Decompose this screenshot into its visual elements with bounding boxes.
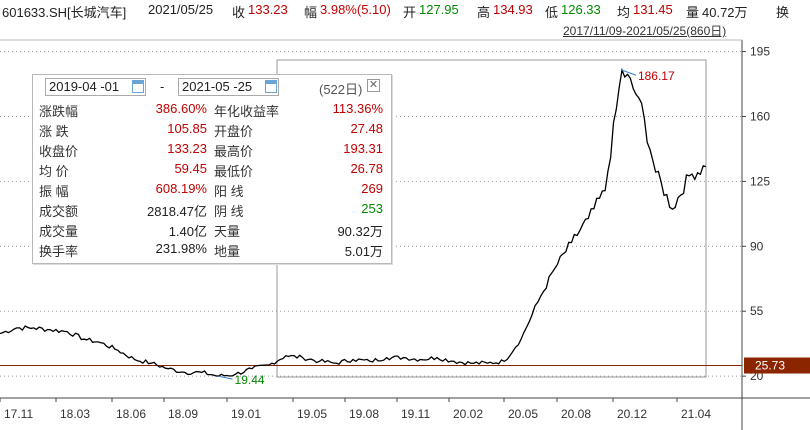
stat-value: 1.40亿 <box>168 224 207 239</box>
stat-value: 2818.47亿 <box>147 204 207 219</box>
y-tick-label: 195 <box>750 45 770 59</box>
x-tick-label: 21.04 <box>681 407 711 421</box>
stat-label: 涨 跌 <box>39 124 69 139</box>
x-tick-label: 20.08 <box>561 407 591 421</box>
panel-header: 2019-04 -01 - 2021-05 -25 (522日) ✕ <box>33 75 391 99</box>
change-value: 3.98%(5.10) <box>320 2 391 17</box>
stat-value: 5.01万 <box>344 244 383 259</box>
x-tick-label: 18.09 <box>168 407 198 421</box>
stats-row: 换手率 231.98% 地量 5.01万 <box>33 239 391 259</box>
low-value: 126.33 <box>561 2 601 17</box>
stat-label: 地量 <box>214 244 241 259</box>
low-label: 低 <box>545 5 559 20</box>
stat-value: 253 <box>361 201 383 216</box>
open-value: 127.95 <box>419 2 459 17</box>
stat-label: 收盘价 <box>39 144 79 159</box>
avg-label: 均 <box>617 5 631 20</box>
stat-label: 成交额 <box>39 204 79 219</box>
stat-value: 27.48 <box>350 121 383 136</box>
stat-label: 年化收益率 <box>214 104 280 119</box>
x-tick-label: 18.03 <box>60 407 90 421</box>
stat-value: 608.19% <box>155 181 207 196</box>
interval-days: (522日) <box>319 82 363 97</box>
stat-label: 均 价 <box>39 164 69 179</box>
stat-value: 105.85 <box>167 121 207 136</box>
stats-row: 收盘价 133.23 最高价 193.31 <box>33 139 391 159</box>
start-date-value: 2019-04 -01 <box>49 79 120 94</box>
x-tick-label: 20.02 <box>453 407 483 421</box>
volume-value: 40.72万 <box>702 5 748 20</box>
stat-label: 最高价 <box>214 144 254 159</box>
stats-row: 振 幅 608.19% 阳 线 269 <box>33 179 391 199</box>
y-tick-label: 90 <box>750 239 764 253</box>
stats-row: 成交额 2818.47亿阴 线 253 <box>33 199 391 219</box>
close-icon[interactable]: ✕ <box>367 79 380 92</box>
max-pointer <box>621 69 637 76</box>
quote-header: 601633.SH[长城汽车] 2021/05/25 收 133.23 幅 3.… <box>0 0 810 20</box>
change-label: 幅 <box>304 5 318 20</box>
interval-stats-panel: 2019-04 -01 - 2021-05 -25 (522日) ✕ 涨跌幅 38… <box>32 74 392 264</box>
volume-label: 量 <box>686 5 700 20</box>
stat-value: 113.36% <box>332 101 383 116</box>
date-range-label[interactable]: 2017/11/09-2021/05/25(860日) <box>563 24 727 38</box>
stat-value: 231.98% <box>155 241 207 256</box>
stat-value: 59.45 <box>174 161 207 176</box>
current-price-label: 25.73 <box>755 359 785 373</box>
end-date-value: 2021-05 -25 <box>182 79 253 94</box>
x-tick-label: 19.08 <box>349 407 379 421</box>
stats-row: 成交量 1.40亿 天量 90.32万 <box>33 219 391 239</box>
stat-label: 开盘价 <box>214 124 254 139</box>
price-line <box>0 67 707 377</box>
stat-value: 193.31 <box>343 141 383 156</box>
x-tick-label: 20.05 <box>508 407 538 421</box>
stats-row: 涨 跌 105.85 开盘价 27.48 <box>33 119 391 139</box>
x-tick-label: 19.05 <box>297 407 327 421</box>
end-date-field[interactable]: 2021-05 -25 <box>178 78 279 96</box>
stat-label: 阳 线 <box>214 184 244 199</box>
x-tick-label: 20.12 <box>617 407 647 421</box>
max-label: 186.17 <box>638 69 675 83</box>
x-tick-label: 17.11 <box>4 407 33 421</box>
date-separator: - <box>160 79 165 94</box>
stat-label: 换手率 <box>39 244 79 259</box>
stats-row: 涨跌幅 386.60% 年化收益率 113.36% <box>33 99 391 119</box>
open-label: 开 <box>403 5 417 20</box>
stat-value: 386.60% <box>155 101 207 116</box>
x-tick-label: 19.01 <box>231 407 261 421</box>
min-pointer <box>218 375 233 380</box>
start-date-field[interactable]: 2019-04 -01 <box>45 78 146 96</box>
stat-label: 阴 线 <box>214 204 244 219</box>
x-tick-label: 19.11 <box>401 407 430 421</box>
y-tick-label: 125 <box>750 174 770 188</box>
calendar-icon[interactable] <box>265 80 277 93</box>
stat-value: 90.32万 <box>337 224 383 239</box>
turnover-label: 换 <box>776 5 790 20</box>
stats-row: 均 价 59.45 最低价 26.78 <box>33 159 391 179</box>
stock-symbol: 601633.SH[长城汽车] <box>2 5 127 20</box>
y-tick-label: 55 <box>750 304 764 318</box>
high-label: 高 <box>477 5 491 20</box>
stat-label: 最低价 <box>214 164 254 179</box>
close-label: 收 <box>232 5 246 20</box>
current-price-tag <box>744 357 810 374</box>
min-label: 19.44 <box>235 373 265 387</box>
x-tick-label: 18.06 <box>116 407 146 421</box>
high-value: 134.93 <box>493 2 533 17</box>
calendar-icon[interactable] <box>132 80 144 93</box>
avg-value: 131.45 <box>633 2 673 17</box>
close-value: 133.23 <box>248 2 288 17</box>
stat-label: 涨跌幅 <box>39 104 79 119</box>
y-tick-label: 160 <box>750 109 770 123</box>
quote-date: 2021/05/25 <box>148 2 214 17</box>
stat-value: 269 <box>361 181 383 196</box>
stat-label: 振 幅 <box>39 184 69 199</box>
stat-label: 天量 <box>214 224 241 239</box>
stat-value: 26.78 <box>350 161 383 176</box>
stat-value: 133.23 <box>167 141 207 156</box>
stat-label: 成交量 <box>39 224 79 239</box>
